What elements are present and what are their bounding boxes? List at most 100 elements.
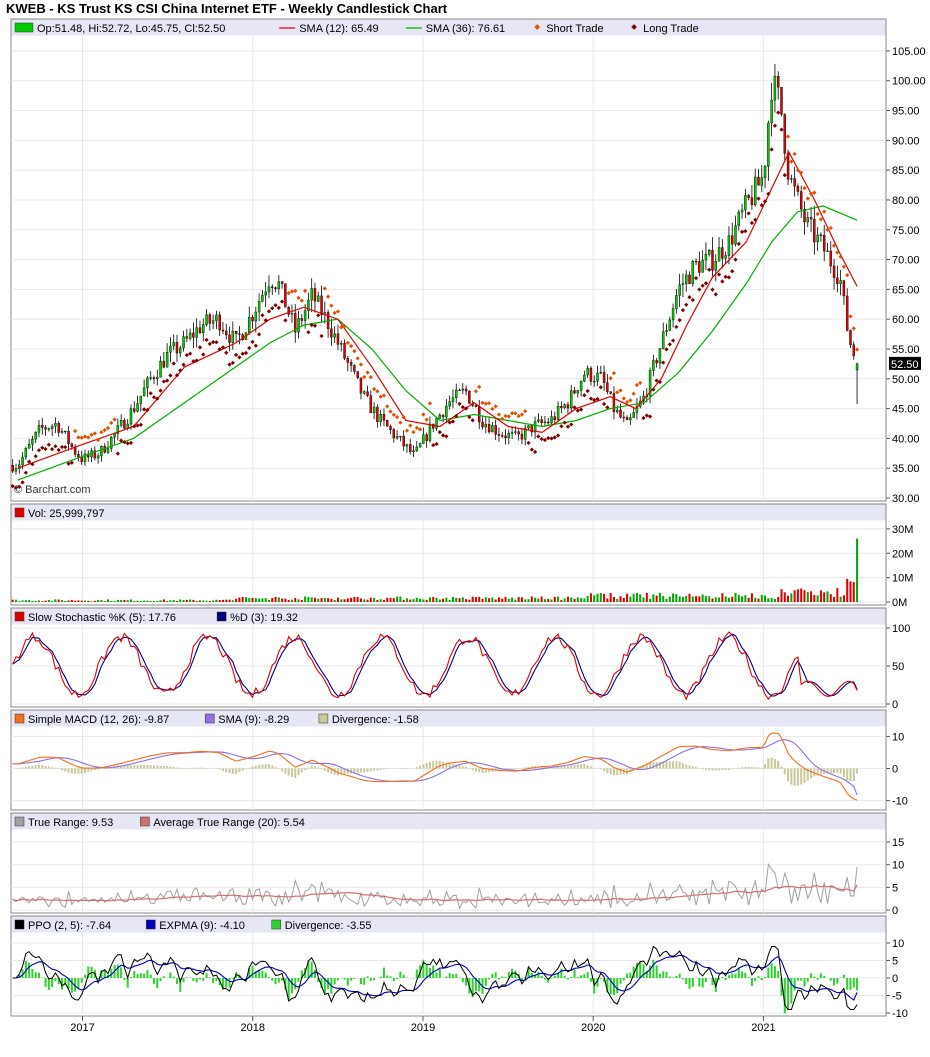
candle-98 (333, 333, 336, 338)
macd-divergence-bar-70 (241, 768, 244, 771)
long-trade-marker-215 (716, 272, 722, 277)
ppo-divergence-bar-147 (494, 972, 497, 978)
long-trade-marker-78 (266, 309, 272, 314)
ppo-divergence-bar-85 (290, 978, 293, 994)
ppo-divergence-bar-188 (629, 972, 632, 978)
long-trade-marker-204 (680, 307, 686, 313)
macd-divergence-bar-135 (455, 765, 458, 769)
x-tick-label-1: 2018 (240, 1022, 264, 1034)
candle-10 (44, 427, 47, 430)
candle-87 (297, 318, 300, 333)
candle-112 (379, 414, 382, 422)
volume-bar-227 (757, 598, 760, 602)
candle-207 (691, 261, 695, 284)
candle-173 (579, 380, 583, 391)
macd-divergence-bar-226 (754, 767, 757, 769)
short-trade-marker-97 (329, 303, 334, 308)
volume-bar-120 (405, 598, 408, 602)
short-trade-marker-117 (394, 414, 400, 420)
volume-bar-132 (445, 597, 448, 602)
candle-164 (550, 416, 553, 424)
last-price-label: 52.50 (891, 359, 919, 371)
candle-248 (826, 250, 829, 252)
long-trade-marker-50 (174, 373, 180, 378)
ppo-divergence-bar-164 (550, 978, 553, 979)
ppo-divergence-bar-82 (281, 978, 284, 981)
short-trade-marker-188 (628, 398, 633, 403)
ppo-divergence-bar-155 (520, 978, 523, 982)
atr-tick-label-3: 0 (892, 905, 898, 917)
ppo-divergence-bar-134 (451, 974, 454, 978)
candle-183 (612, 393, 616, 413)
candle-12 (50, 425, 54, 429)
volume-bar-27 (100, 599, 103, 602)
candle-120 (405, 444, 409, 447)
long-trade-marker-132 (444, 434, 449, 439)
volume-bar-130 (438, 599, 441, 602)
volume-bar-239 (796, 589, 799, 602)
volume-bar-255 (849, 581, 852, 602)
long-trade-marker-79 (270, 306, 275, 311)
candle-121 (409, 444, 412, 453)
ppo-divergence-bar-224 (747, 977, 750, 978)
candle-125 (422, 434, 425, 444)
long-trade-marker-202 (674, 324, 679, 330)
candle-195 (652, 360, 655, 371)
macd-divergence-bar-223 (744, 766, 747, 769)
volume-bar-6 (31, 601, 34, 602)
long-trade-marker-198 (661, 360, 666, 365)
long-trade-marker-57 (197, 345, 203, 350)
volume-bar-26 (97, 600, 100, 602)
ppo-divergence-bar-2 (18, 974, 21, 978)
candle-143 (481, 421, 484, 428)
ppo-divergence-bar-28 (103, 970, 106, 978)
ppo-divergence-bar-88 (300, 970, 303, 978)
volume-bar-145 (488, 598, 491, 602)
volume-bar-29 (106, 599, 109, 602)
candle-56 (195, 327, 198, 338)
macd-divergence-bar-101 (343, 768, 346, 775)
candle-102 (346, 358, 350, 363)
candle-237 (790, 178, 793, 180)
volume-bar-40 (143, 600, 146, 602)
macd-divergence-bar-69 (238, 768, 241, 773)
volume-bar-46 (162, 599, 165, 602)
candle-16 (64, 430, 67, 433)
volume-bar-171 (573, 598, 576, 602)
ppo-divergence-bar-233 (777, 970, 780, 978)
candle-106 (359, 377, 363, 394)
macd-divergence-bar-105 (356, 768, 359, 773)
candle-5 (27, 444, 31, 449)
ppo-divergence-bar-197 (658, 973, 661, 978)
macd-divergence-bar-200 (668, 761, 671, 769)
long-trade-marker-216 (720, 279, 725, 284)
long-trade-marker-138 (463, 406, 469, 411)
long-trade-marker-135 (454, 414, 459, 419)
x-tick-label-3: 2020 (581, 1022, 605, 1034)
candle-210 (701, 259, 704, 273)
volume-bar-160 (537, 598, 540, 602)
volume-bar-34 (123, 599, 126, 602)
candle-203 (678, 284, 681, 296)
candle-118 (399, 435, 402, 438)
panel-ppo: PPO (2, 5): -7.64 EXPMA (9): -4.10 Diverge… (10, 915, 887, 1017)
long-trade-marker-218 (726, 275, 732, 280)
candle-75 (257, 301, 261, 313)
short-trade-marker-250 (831, 243, 837, 248)
ppo-divergence-bar-245 (816, 978, 819, 980)
macd-divergence-bar-125 (422, 764, 425, 769)
volume-bar-238 (793, 590, 796, 602)
long-trade-marker-192 (641, 415, 646, 421)
volume-bar-211 (704, 596, 707, 602)
volume-bar-72 (248, 598, 251, 602)
macd-divergence-bar-227 (757, 767, 760, 769)
ppo-divergence-bar-22 (83, 974, 86, 978)
ppo-divergence-bar-190 (635, 962, 638, 978)
macd-divergence-bar-217 (724, 768, 727, 770)
volume-bar-78 (267, 599, 270, 602)
volume-bar-173 (580, 598, 583, 602)
candle-9 (41, 424, 44, 428)
volume-bar-197 (658, 592, 661, 602)
macd-divergence-bar-212 (708, 768, 711, 771)
ppo-divergence-bar-239 (796, 978, 799, 981)
